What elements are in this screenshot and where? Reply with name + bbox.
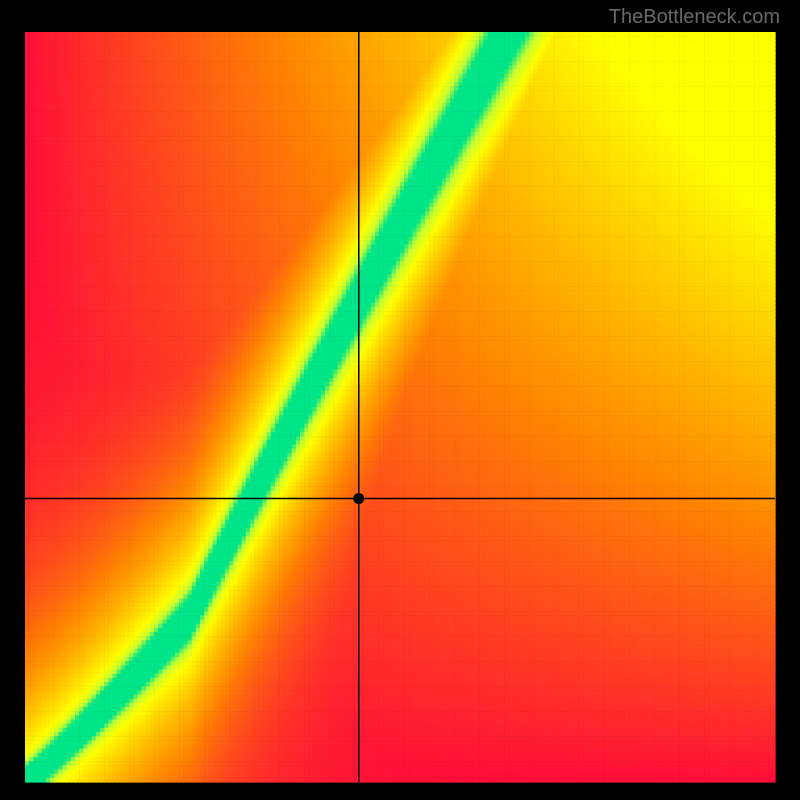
heatmap-canvas xyxy=(0,0,800,800)
chart-container: TheBottleneck.com xyxy=(0,0,800,800)
watermark-text: TheBottleneck.com xyxy=(609,6,780,29)
